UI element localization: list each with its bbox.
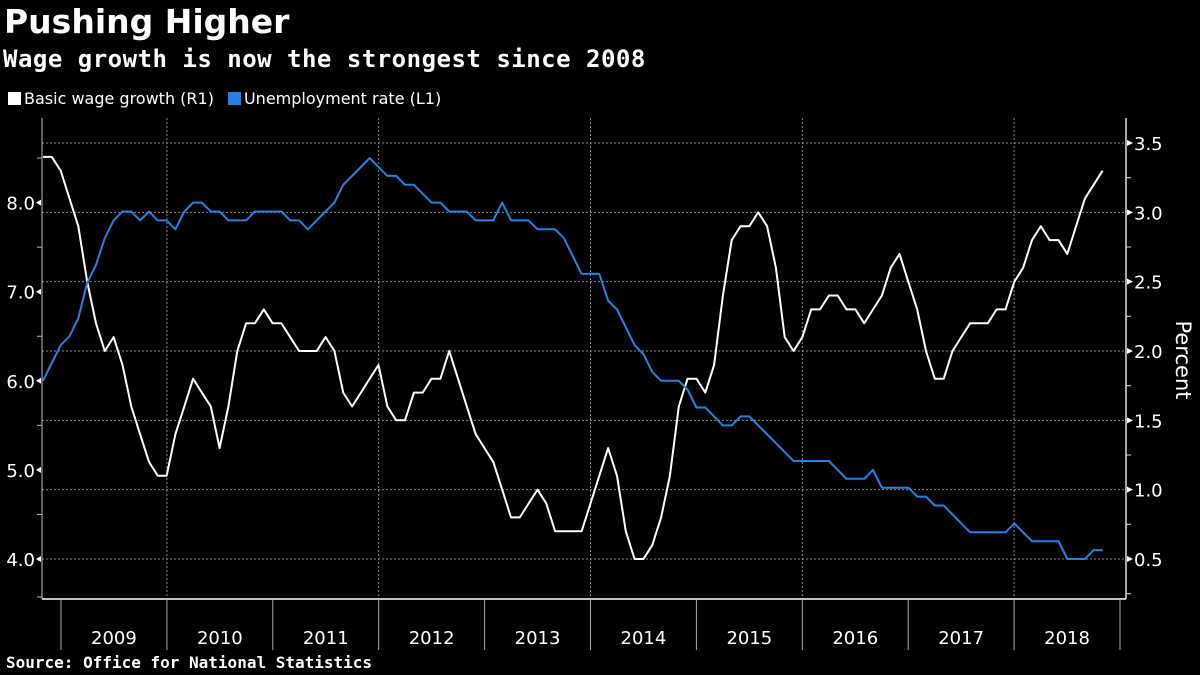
left-axis-tick-marker	[36, 288, 41, 295]
legend: Basic wage growth (R1) Unemployment rate…	[8, 89, 455, 108]
right-axis-tick-label: 1.5	[1134, 411, 1163, 432]
right-axis-tick-label: 2.0	[1134, 342, 1163, 363]
right-axis-tick-label: 1.0	[1134, 481, 1163, 502]
left-axis-tick-marker	[36, 466, 41, 473]
x-axis-tick-label: 2015	[726, 628, 772, 649]
right-axis-tick-marker	[1127, 556, 1133, 562]
right-axis-tick-marker	[1127, 140, 1133, 146]
legend-label-wage: Basic wage growth (R1)	[24, 89, 214, 108]
right-axis-tick-label: 0.5	[1134, 550, 1163, 571]
legend-swatch-wage	[8, 92, 21, 105]
x-axis-tick-label: 2016	[832, 628, 878, 649]
left-axis-tick-marker	[36, 556, 41, 562]
right-axis-tick-marker	[1127, 486, 1133, 493]
right-axis-tick-marker	[1127, 348, 1133, 354]
left-axis-tick-label: 8.0	[6, 194, 35, 215]
legend-label-unemployment: Unemployment rate (L1)	[243, 89, 442, 108]
left-axis-tick-marker	[36, 199, 41, 206]
axes: 4.0 5.0 6.0 7.0 8.0 0.5 1.0 1.5 2.0 2.5 3.0 3.5 2009…	[6, 118, 1163, 650]
unemployment-rate-line	[42, 157, 1103, 560]
x-axis-tick-label: 2018	[1044, 628, 1090, 649]
left-axis-tick-label: 5.0	[6, 461, 35, 482]
x-axis-tick-label: 2010	[197, 628, 243, 649]
wage-growth-line	[43, 155, 1104, 560]
right-axis-tick-label: 3.5	[1134, 134, 1163, 155]
x-axis-tick-label: 2014	[621, 628, 667, 649]
x-axis-tick-label: 2012	[409, 628, 455, 649]
left-axis-tick-label: 7.0	[6, 283, 35, 304]
right-axis-title: Percent	[1171, 320, 1195, 399]
left-axis-tick-label: 4.0	[6, 550, 35, 571]
x-axis-tick-label: 2011	[303, 628, 349, 649]
right-axis-tick-marker	[1127, 209, 1133, 216]
chart-title: Pushing Higher	[4, 2, 290, 41]
chart-subtitle: Wage growth is now the strongest since 2…	[3, 45, 646, 73]
right-axis-tick-label: 2.5	[1134, 273, 1163, 294]
series-lines	[42, 155, 1104, 560]
legend-item-wage[interactable]: Basic wage growth (R1)	[8, 89, 214, 108]
right-axis-tick-marker	[1127, 417, 1133, 424]
left-axis-tick-label: 6.0	[6, 372, 35, 393]
x-axis-tick-label: 2017	[938, 628, 984, 649]
legend-swatch-unemployment	[227, 92, 241, 105]
legend-item-unemployment[interactable]: Unemployment rate (L1)	[227, 89, 442, 108]
right-axis-tick-marker	[1127, 278, 1133, 285]
x-axis-tick-label: 2013	[515, 628, 561, 649]
gridlines	[42, 118, 1126, 599]
source-note: Source: Office for National Statistics	[6, 653, 373, 672]
left-axis-tick-marker	[36, 377, 41, 384]
right-axis-tick-label: 3.0	[1134, 203, 1163, 224]
x-axis-tick-label: 2009	[91, 628, 137, 649]
